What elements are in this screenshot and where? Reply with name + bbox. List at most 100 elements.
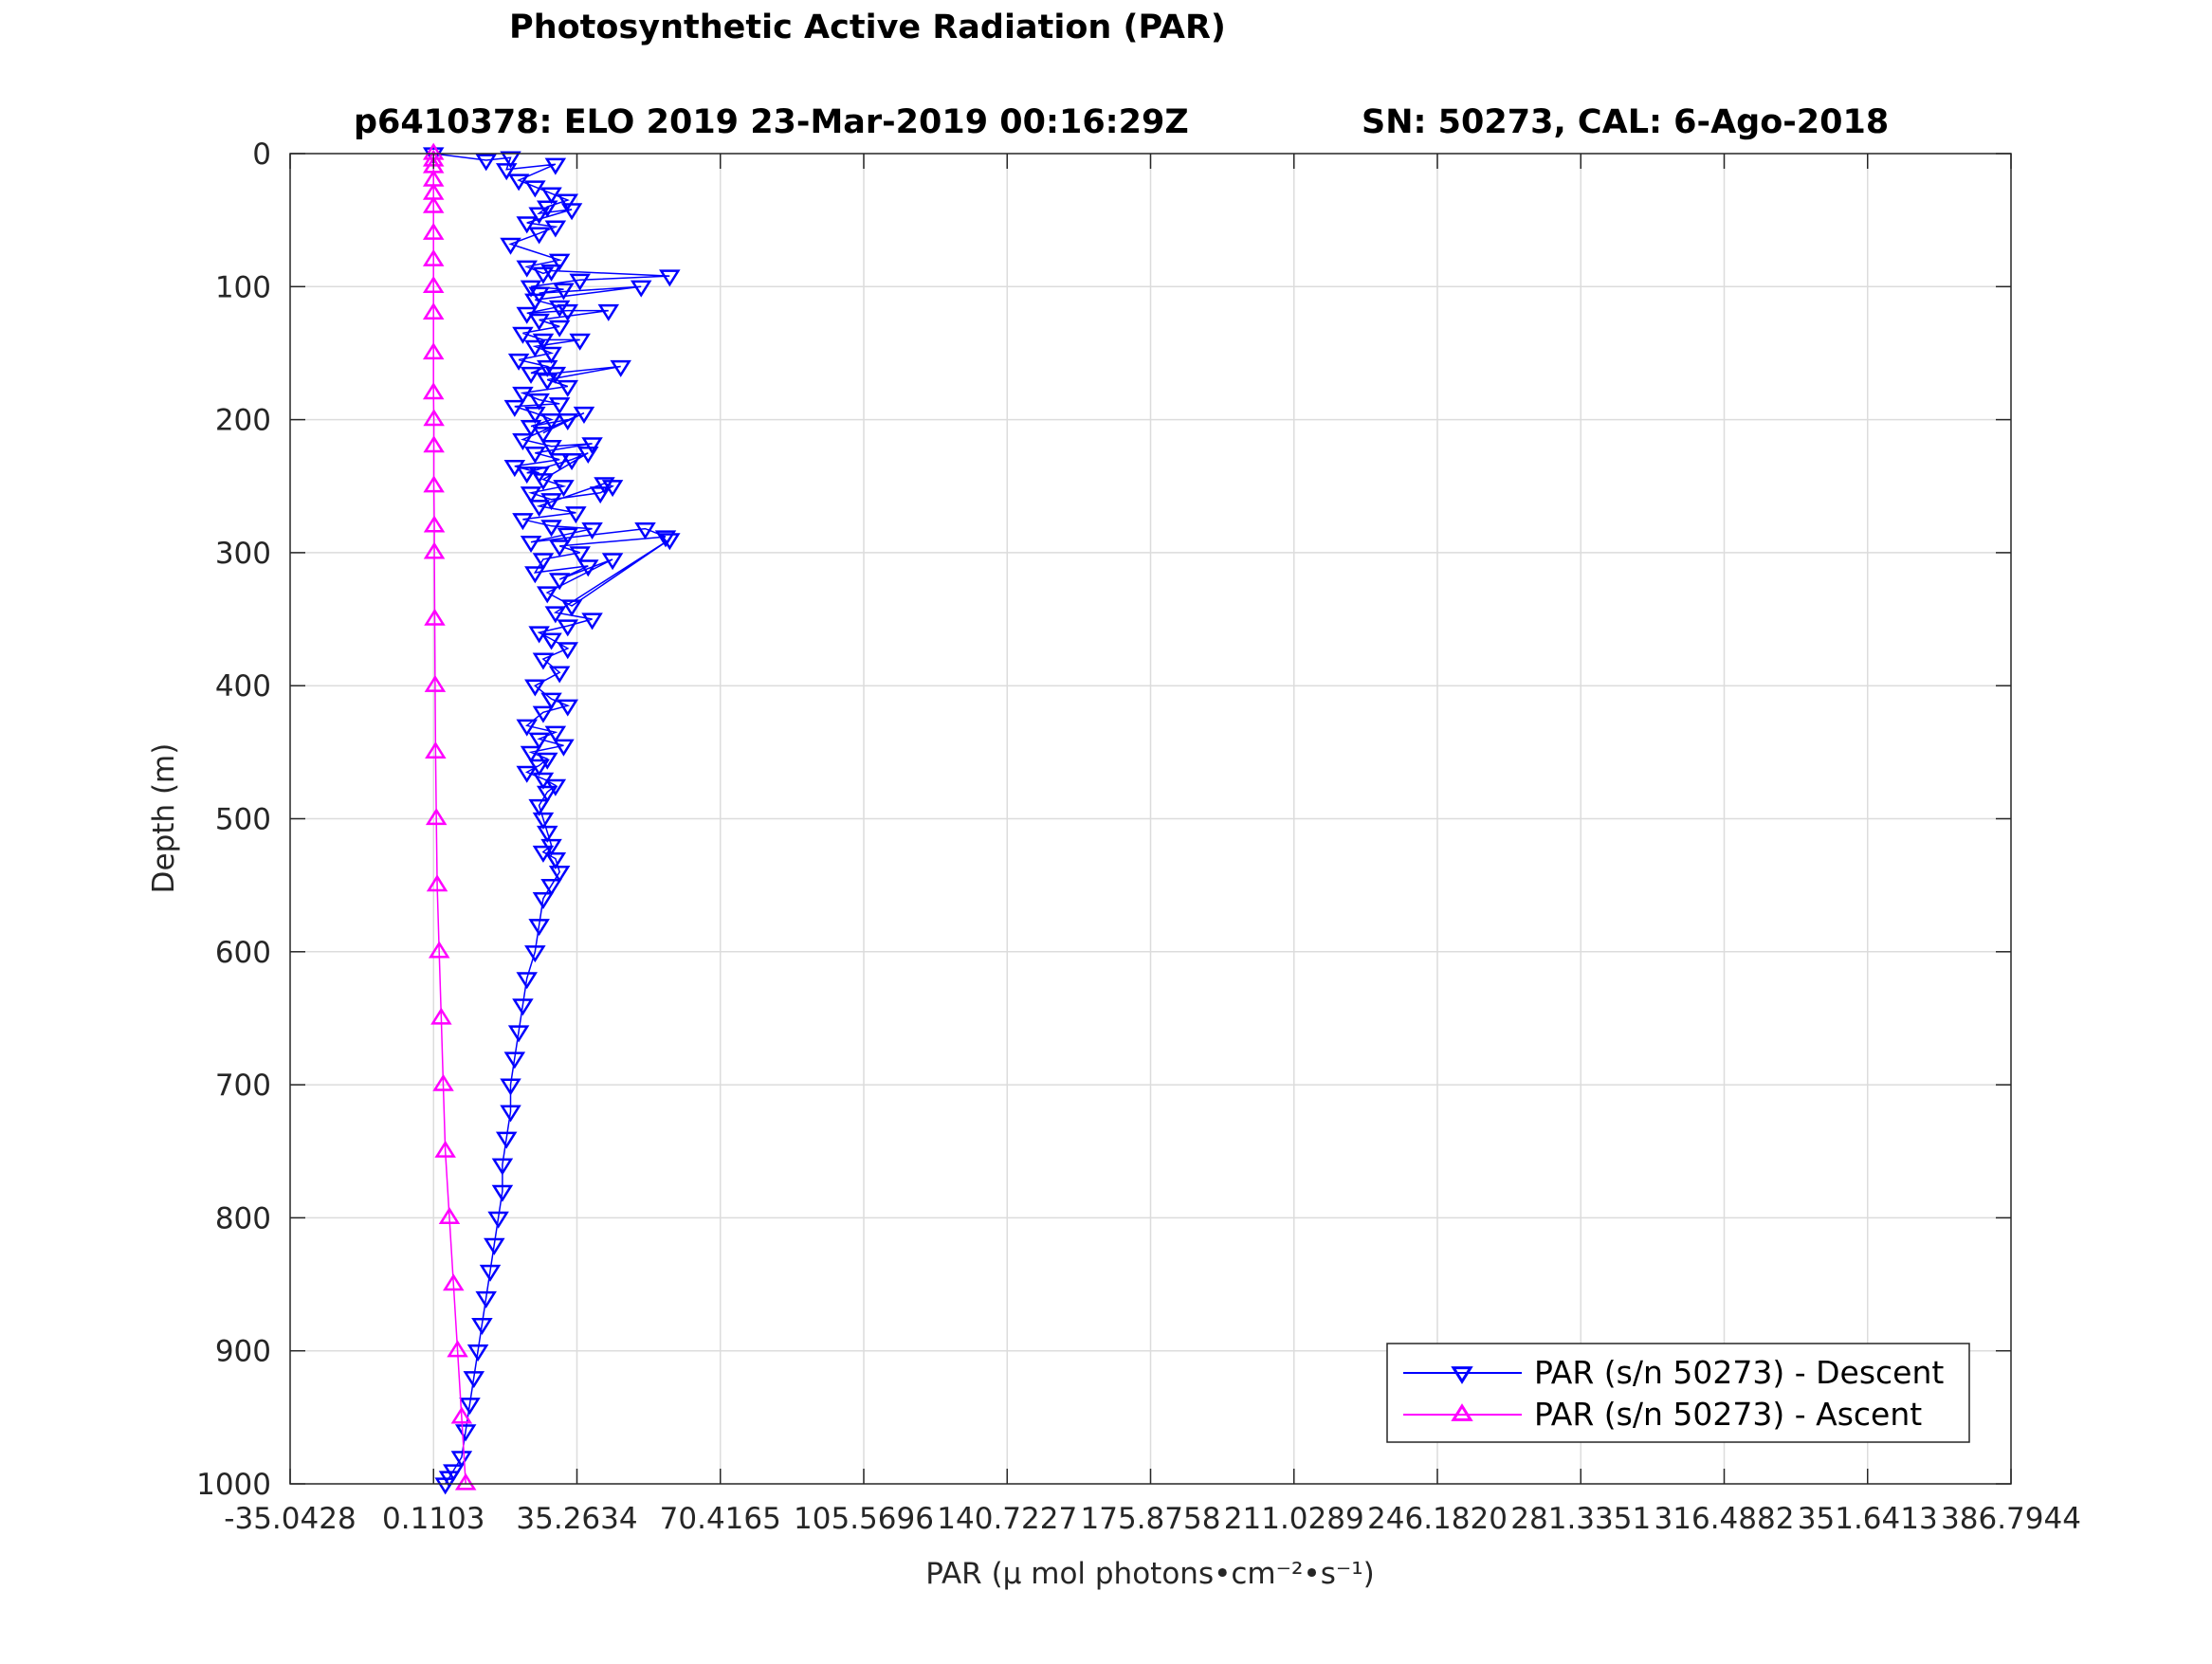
- data-point: [422, 147, 445, 165]
- data-point: [536, 586, 558, 604]
- data-point: [503, 1051, 526, 1070]
- data-point: [597, 303, 620, 321]
- data-point: [532, 553, 555, 571]
- series-layer: [422, 142, 681, 1495]
- x-tick-label: 351.6413: [1798, 1502, 1938, 1536]
- data-point: [544, 157, 567, 175]
- data-point: [557, 412, 579, 430]
- data-point: [569, 273, 591, 291]
- data-point: [560, 599, 583, 617]
- y-tick-label: 200: [215, 404, 271, 438]
- data-point: [569, 546, 591, 564]
- y-tick-label: 600: [215, 936, 271, 970]
- x-tick-label: 140.7227: [937, 1502, 1077, 1536]
- data-point: [540, 879, 562, 897]
- data-point: [544, 725, 567, 743]
- data-point: [528, 798, 550, 816]
- data-point: [432, 1073, 454, 1091]
- data-point: [450, 1406, 473, 1424]
- data-point: [540, 692, 562, 710]
- data-point: [528, 393, 550, 411]
- y-tick-label: 300: [215, 537, 271, 571]
- plot-frame: [289, 153, 2012, 1485]
- data-point: [422, 169, 445, 187]
- axes: [289, 153, 2012, 1485]
- data-point: [520, 745, 542, 763]
- data-point: [422, 342, 445, 360]
- data-point: [548, 539, 571, 558]
- data-point: [423, 475, 445, 493]
- data-point: [475, 154, 497, 172]
- data-point: [438, 1207, 461, 1225]
- data-point: [424, 674, 447, 692]
- y-tick-label: 400: [215, 669, 271, 704]
- data-point: [500, 151, 521, 169]
- chart-title: Photosynthetic Active Radiation (PAR): [509, 9, 1226, 46]
- data-point: [463, 1371, 485, 1389]
- data-point: [553, 283, 575, 301]
- y-axis-label: Depth (m): [147, 743, 181, 894]
- x-tick-label: 35.2634: [516, 1502, 637, 1536]
- legend-box: [1386, 1343, 1970, 1443]
- legend-marker-ascent: [1451, 1403, 1473, 1421]
- data-point: [507, 1025, 530, 1043]
- data-point: [466, 1344, 489, 1362]
- data-point: [520, 536, 542, 554]
- x-tick-labels: -35.0428 0.1103 35.2634 70.4165 105.5696 140.…: [224, 1502, 2081, 1536]
- data-point: [422, 382, 445, 400]
- data-point: [557, 642, 579, 660]
- data-point: [422, 195, 445, 213]
- y-tick-labels: 0 100 200 300 400 500 600 700 800 900 1000: [196, 137, 271, 1502]
- y-tick-label: 0: [252, 137, 271, 172]
- data-point: [423, 515, 446, 533]
- data-point: [581, 613, 603, 631]
- data-point: [557, 699, 579, 717]
- data-point: [524, 406, 546, 424]
- data-point: [422, 222, 445, 240]
- data-point: [500, 237, 521, 255]
- data-point: [507, 174, 530, 192]
- data-point: [512, 432, 534, 451]
- data-point: [422, 302, 445, 320]
- series-line: [432, 154, 466, 1485]
- data-point: [524, 945, 546, 963]
- data-point: [565, 506, 587, 524]
- data-point: [459, 1398, 481, 1416]
- data-point: [553, 480, 575, 498]
- data-point: [422, 182, 445, 200]
- data-point: [544, 220, 567, 238]
- data-point: [495, 163, 518, 181]
- data-point: [540, 346, 562, 364]
- data-point: [544, 606, 567, 624]
- data-point: [479, 1264, 502, 1282]
- data-point: [422, 275, 445, 293]
- data-point: [528, 732, 550, 750]
- data-point: [503, 399, 526, 417]
- data-point: [520, 486, 542, 504]
- data-point: [557, 193, 579, 211]
- x-tick-label: 281.3351: [1510, 1502, 1651, 1536]
- x-tick-label: 70.4165: [660, 1502, 781, 1536]
- data-point: [532, 426, 555, 444]
- data-point: [516, 972, 538, 990]
- legend-label-ascent: PAR (s/n 50273) - Ascent: [1534, 1396, 1922, 1433]
- data-point: [536, 373, 558, 391]
- data-point: [532, 473, 555, 491]
- data-point: [557, 527, 579, 545]
- data-point: [654, 530, 677, 548]
- data-point: [516, 260, 538, 278]
- x-tick-label: 246.1820: [1367, 1502, 1508, 1536]
- data-point: [447, 1340, 468, 1358]
- data-point: [430, 1007, 452, 1025]
- data-point: [544, 851, 567, 869]
- data-point: [594, 477, 615, 495]
- data-point: [450, 1451, 473, 1469]
- data-point: [423, 435, 445, 453]
- y-tick-label: 900: [215, 1335, 271, 1369]
- data-point: [507, 353, 530, 371]
- data-point: [512, 998, 534, 1016]
- data-point: [454, 1424, 477, 1442]
- data-point: [540, 440, 562, 458]
- data-point: [540, 187, 562, 205]
